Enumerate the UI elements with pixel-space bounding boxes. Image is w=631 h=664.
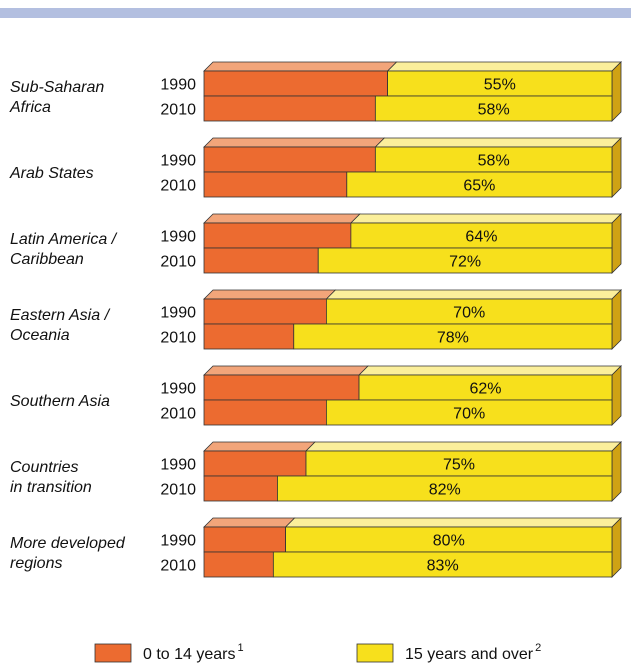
year-label: 1990: [160, 305, 196, 322]
region-label: Caribbean: [10, 251, 84, 268]
region-label: Eastern Asia /: [10, 307, 111, 324]
bar-top-adult: [325, 289, 622, 300]
bar-top-young: [203, 213, 361, 224]
bar-adult: [346, 171, 613, 198]
value-label: 78%: [437, 330, 469, 347]
value-label: 55%: [484, 77, 516, 94]
top-rule: [0, 8, 631, 18]
bar-young: [203, 526, 286, 553]
legend-footnote-marker: 1: [238, 642, 244, 654]
year-label: 2010: [160, 254, 196, 271]
bar-top-young: [203, 137, 386, 148]
bar-young: [203, 551, 274, 578]
region-label: Latin America /: [10, 231, 118, 248]
bar-side: [611, 137, 622, 198]
bar-young: [203, 95, 376, 122]
year-label: 1990: [160, 381, 196, 398]
value-label: 65%: [463, 178, 495, 195]
value-label: 64%: [465, 229, 497, 246]
year-label: 1990: [160, 533, 196, 550]
bar-young: [203, 374, 360, 401]
region-label: More developed: [10, 535, 126, 552]
region-label: Countries: [10, 459, 78, 476]
bar-adult: [293, 323, 613, 350]
bar-adult: [305, 450, 613, 477]
year-label: 1990: [160, 229, 196, 246]
bar-top-adult: [374, 137, 622, 148]
bar-adult: [277, 475, 613, 502]
year-label: 1990: [160, 77, 196, 94]
year-label: 1990: [160, 457, 196, 474]
bar-adult: [317, 247, 613, 274]
bar-young: [203, 298, 327, 325]
bar-young: [203, 146, 376, 173]
year-label: 2010: [160, 102, 196, 119]
region-label: Oceania: [10, 327, 70, 344]
bar-side: [611, 213, 622, 274]
bar-adult: [374, 146, 613, 173]
bar-side: [611, 289, 622, 350]
year-label: 2010: [160, 178, 196, 195]
region-label: Africa: [9, 99, 51, 116]
bar-adult: [285, 526, 613, 553]
legend-swatch-young: [94, 643, 132, 663]
value-label: 62%: [470, 381, 502, 398]
legend-label: 0 to 14 years: [143, 646, 236, 663]
bar-side: [611, 441, 622, 502]
region-label: in transition: [10, 479, 92, 496]
bar-side: [611, 61, 622, 122]
bar-top-adult: [284, 517, 622, 528]
bar-young: [203, 222, 352, 249]
bar-top-young: [203, 517, 296, 528]
value-label: 58%: [478, 102, 510, 119]
bar-top-adult: [305, 441, 622, 452]
bar-adult: [325, 399, 613, 426]
bar-adult: [358, 374, 613, 401]
region-label: Arab States: [9, 165, 94, 182]
value-label: 80%: [433, 533, 465, 550]
bar-young: [203, 399, 327, 426]
legend-footnote-marker: 2: [535, 642, 541, 654]
bar-top-young: [203, 289, 337, 300]
bar-young: [203, 247, 319, 274]
bar-young: [203, 323, 295, 350]
bar-adult: [272, 551, 613, 578]
bar-young: [203, 171, 348, 198]
bar-top-adult: [386, 61, 622, 72]
legend-swatch-adult: [356, 643, 394, 663]
bar-side: [611, 365, 622, 426]
value-label: 75%: [443, 457, 475, 474]
year-label: 1990: [160, 153, 196, 170]
region-label: regions: [10, 555, 62, 572]
bar-top-young: [203, 61, 398, 72]
value-label: 58%: [478, 153, 510, 170]
bar-young: [203, 450, 307, 477]
bar-young: [203, 475, 278, 502]
year-label: 2010: [160, 406, 196, 423]
value-label: 70%: [453, 305, 485, 322]
bar-top-adult: [358, 365, 622, 376]
bar-top-young: [203, 441, 316, 452]
bar-top-adult: [349, 213, 622, 224]
legend-label: 15 years and over: [405, 646, 534, 663]
value-label: 70%: [453, 406, 485, 423]
year-label: 2010: [160, 330, 196, 347]
value-label: 83%: [427, 558, 459, 575]
bar-top-young: [203, 365, 370, 376]
bar-side: [611, 517, 622, 578]
region-label: Southern Asia: [10, 393, 110, 410]
bar-adult: [374, 95, 613, 122]
bar-young: [203, 70, 389, 97]
year-label: 2010: [160, 558, 196, 575]
value-label: 72%: [449, 254, 481, 271]
year-label: 2010: [160, 482, 196, 499]
region-label: Sub-Saharan: [10, 79, 104, 96]
value-label: 82%: [429, 482, 461, 499]
